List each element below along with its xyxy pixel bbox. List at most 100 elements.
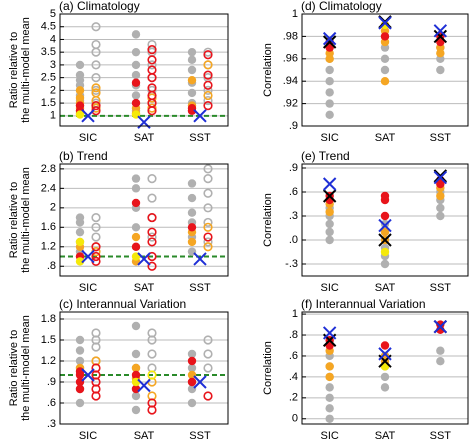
y-tick-label: .8 [47,260,56,272]
y-axis-label: Correlation [262,341,274,395]
ring [203,237,213,247]
dot [131,363,141,373]
dot [75,101,85,110]
ring [203,188,213,198]
y-tick-label: .9 [289,120,298,132]
dot [75,93,85,103]
dot [325,414,334,423]
ring [203,363,213,373]
dot [325,207,334,217]
dot [187,179,197,188]
plot-frame [59,13,229,127]
y-axis-label: the multi-model mean [20,315,32,421]
y-tick-label: .94 [283,75,298,87]
ring [91,328,101,338]
dot [325,362,334,371]
dot [380,191,390,201]
y-tick-label: 0 [292,413,298,425]
ring [203,242,213,252]
ring [147,328,157,338]
dot [325,227,334,237]
dot [75,356,85,366]
dot [75,237,85,247]
ring [91,251,101,262]
ring [203,217,213,228]
x-marker [322,326,337,340]
dot [131,349,141,359]
y-tick-label: 4 [50,33,56,45]
dot [325,110,334,120]
y-tick-label: .6 [289,350,298,362]
dot [131,60,141,70]
y-tick-label: .4 [289,371,298,383]
y-axis-label: the multi-model mean [20,17,32,123]
x-marker [193,252,207,266]
dot [187,193,197,203]
ring [91,242,101,252]
dot [75,70,85,80]
ring [91,101,101,111]
x-marker [433,24,448,38]
ring [203,349,213,359]
dot [131,232,141,242]
dot [187,208,197,217]
ring [203,203,213,213]
x-tick-label: SST [430,282,452,294]
dot [436,203,445,213]
ring [147,60,157,70]
ring [147,193,157,203]
y-tick-label: 1 [292,308,298,320]
dot [380,341,390,350]
dot [436,65,445,75]
x-tick-label: SAT [375,430,396,442]
y-tick-label: 1 [50,110,56,122]
x-tick-label: SST [189,430,211,442]
y-tick-label: -.3 [285,258,298,270]
dot [325,88,334,97]
ring [147,232,157,242]
y-tick-label: 1.8 [41,313,56,325]
x-tick-label: SST [189,132,211,144]
dot [380,77,390,86]
ring [203,164,213,174]
x-marker [433,170,448,185]
x-tick-label: SST [430,132,452,144]
dot [75,110,85,119]
plot-frame [301,163,469,277]
dot [187,223,197,232]
ring [91,83,101,93]
dot [380,247,390,257]
ring [203,85,213,95]
dot [187,377,197,387]
dot [131,174,141,183]
y-axis-label: Correlation [262,193,274,247]
ring [91,222,101,232]
plot-frame [301,311,469,425]
panel-title: (d) Climatology [301,0,382,13]
dot [325,65,334,75]
dot [131,223,141,232]
y-tick-label: 5 [50,8,56,20]
y-axis-label: Ratio relative to [8,32,20,108]
y-tick-label: .0 [289,234,298,246]
dot [187,55,197,65]
dot [131,405,141,415]
x-tick-label: SST [189,282,211,294]
ring [203,50,213,60]
ring [91,22,101,32]
y-tick-label: 2.8 [41,163,56,175]
y-axis-label: Ratio relative to [8,330,20,406]
ring [203,90,213,101]
ring [203,174,213,184]
dot [380,32,390,41]
x-marker [378,16,392,30]
dot [325,393,334,403]
x-marker [433,29,448,44]
x-tick-label: SIC [320,430,338,442]
ring [91,232,101,242]
y-tick-label: 3.5 [41,46,56,58]
x-marker [193,109,207,123]
ring [91,88,101,98]
x-tick-label: SIC [320,132,338,144]
dot [325,372,334,382]
